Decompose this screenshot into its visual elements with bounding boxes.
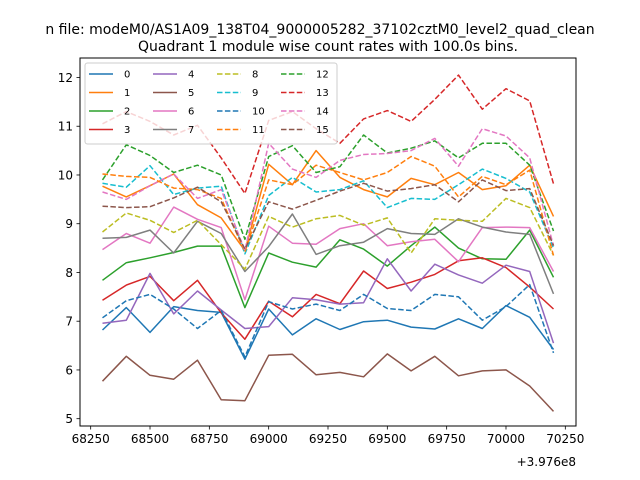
y-tick-label: 10 [58,168,73,182]
series-line-5 [101,353,555,412]
y-tick-label: 9 [65,217,73,231]
series-line-2 [102,226,555,309]
x-axis-offset-label: +3.976e8 [517,455,576,469]
y-tick-label: 5 [65,412,73,426]
x-tick-label: 68750 [190,432,228,446]
series-line-6 [102,206,555,301]
y-tick-label: 8 [65,266,73,280]
series-line-14 [102,127,555,252]
legend-label-7: 7 [188,125,194,136]
legend-label-9: 9 [252,88,258,99]
legend-label-14: 14 [316,107,329,118]
series-line-1 [102,149,555,252]
x-tick-label: 69250 [309,432,347,446]
series-line-10 [102,283,555,358]
x-tick-label: 69750 [428,432,466,446]
legend-label-2: 2 [124,107,130,118]
legend-label-8: 8 [252,70,258,81]
legend-label-4: 4 [188,70,194,81]
legend-label-11: 11 [252,125,265,136]
x-tick-label: 68500 [131,432,169,446]
legend-label-13: 13 [316,88,329,99]
legend-label-10: 10 [252,107,265,118]
x-axis: 68250 68500 68750 69000 69250 69500 69750 70000… [72,426,584,446]
series-line-0 [101,304,555,360]
legend-label-15: 15 [316,125,329,136]
x-tick-label: 69500 [368,432,406,446]
chart-title: Quadrant 1 module wise count rates with … [138,39,518,55]
y-tick-label: 6 [65,363,73,377]
legend-label-1: 1 [124,88,130,99]
series-line-12 [101,134,555,241]
legend-label-12: 12 [316,70,329,81]
series-line-3 [102,257,555,340]
y-tick-label: 7 [65,315,73,329]
series-line-9 [102,164,555,255]
series-line-11 [102,155,555,256]
series-line-8 [102,197,555,270]
legend-label-3: 3 [124,125,130,136]
y-axis: 5 6 7 8 9 10 11 12 [58,71,80,426]
x-tick-label: 70250 [546,432,584,446]
y-tick-label: 12 [58,71,73,85]
y-tick-label: 11 [58,120,73,134]
legend-label-0: 0 [124,70,130,81]
x-tick-label: 70000 [487,432,525,446]
x-tick-label: 68250 [72,432,110,446]
series-line-15 [102,179,555,250]
legend-label-6: 6 [188,107,194,118]
series-line-7 [102,213,555,295]
legend-frame [84,62,338,145]
series-line-4 [102,258,555,344]
x-tick-label: 69000 [250,432,288,446]
figure-suptitle: n file: modeM0/AS1A09_138T04_9000005282_… [45,22,594,38]
legend-label-5: 5 [188,88,194,99]
